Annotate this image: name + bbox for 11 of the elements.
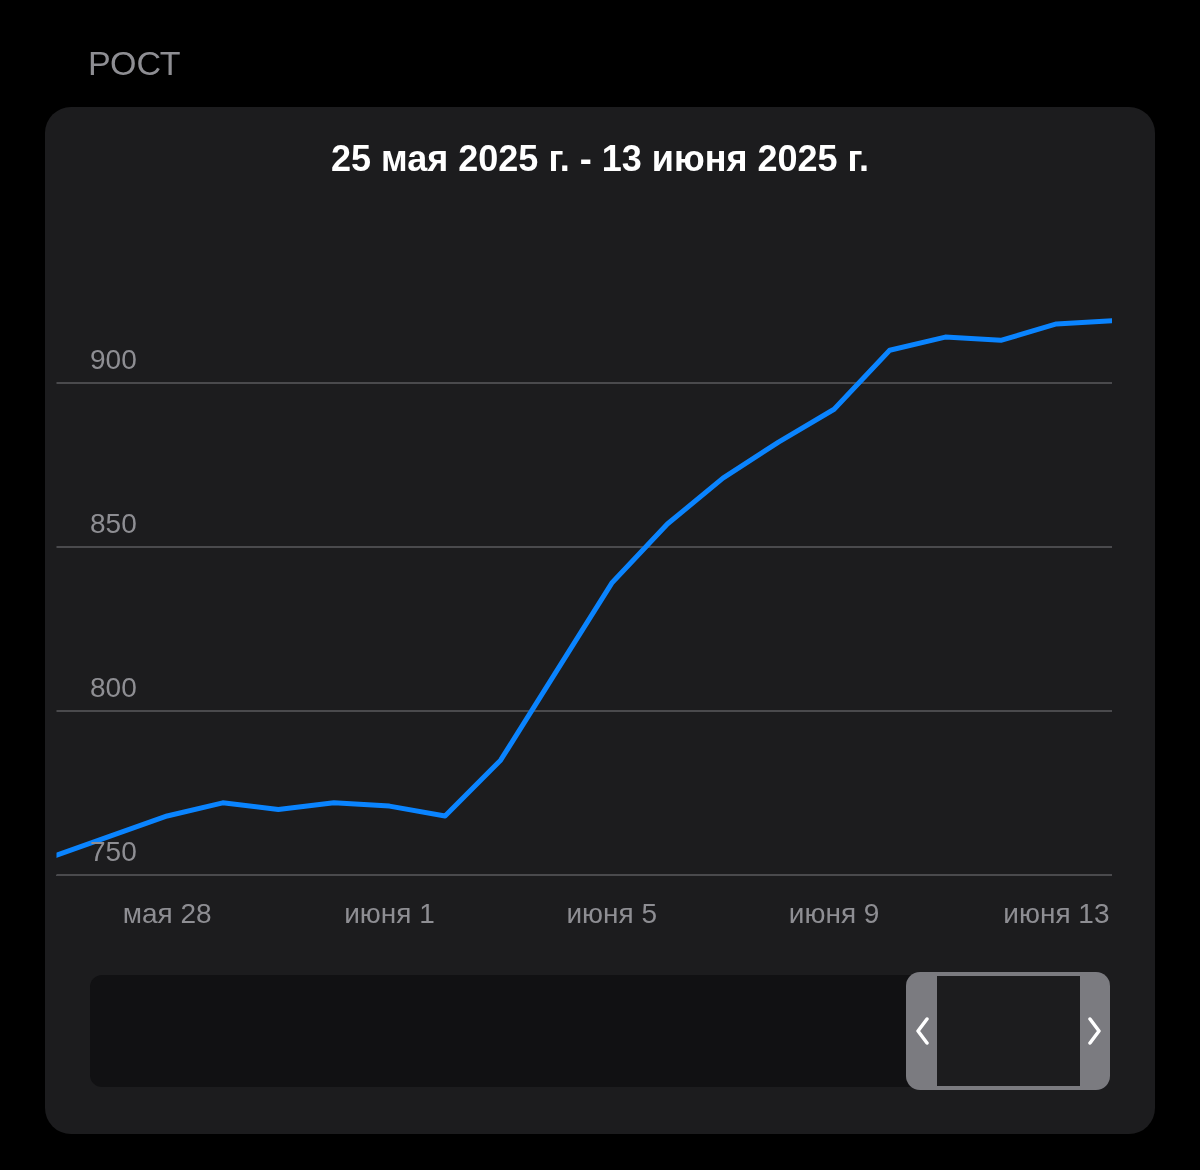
x-tick-label: июня 9 <box>788 898 880 929</box>
y-tick-label: 750 <box>90 836 137 867</box>
x-tick-label: июня 13 <box>1003 898 1110 929</box>
y-tick-label: 850 <box>90 508 137 539</box>
y-tick-label: 800 <box>90 672 137 703</box>
chart-subtitle: 25 мая 2025 г. - 13 июня 2025 г. <box>330 138 870 180</box>
y-tick-label: 900 <box>90 344 137 375</box>
x-tick-label: июня 1 <box>344 898 435 929</box>
x-tick-label: июня 5 <box>566 898 658 929</box>
x-tick-label: мая 28 <box>122 898 212 929</box>
chart-title: РОСТ <box>88 44 181 83</box>
